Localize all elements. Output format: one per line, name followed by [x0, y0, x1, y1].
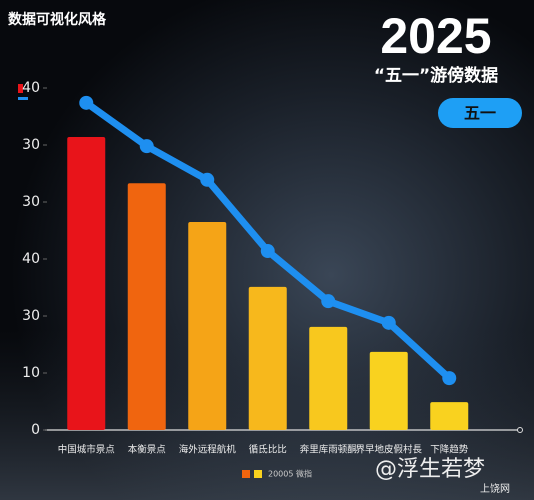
line-point	[79, 95, 94, 110]
bar	[248, 286, 287, 430]
bar	[430, 402, 469, 430]
line-point	[200, 172, 215, 187]
chart-title: 数据可视化风格	[8, 11, 107, 28]
line-point	[442, 371, 457, 386]
legend-swatch	[242, 470, 250, 478]
y-tick-label: 40	[22, 80, 40, 96]
line-point	[260, 244, 275, 259]
badge-bg[interactable]	[438, 98, 522, 128]
y-tick-label: 30	[22, 308, 40, 324]
x-tick-label: 下降趋势	[430, 444, 469, 456]
legend-label: 20005 微指	[268, 469, 312, 479]
y-tick-label: 0	[31, 422, 40, 438]
bar	[188, 221, 227, 430]
bar	[127, 183, 166, 430]
line-point	[139, 139, 154, 154]
source: 上饶网	[480, 482, 510, 495]
x-tick-label: 海外远程航机	[179, 444, 237, 456]
badge[interactable]: 五一	[464, 104, 496, 123]
bar	[67, 137, 106, 430]
legend-swatch	[254, 470, 262, 478]
y-tick-label: 30	[22, 194, 40, 210]
bar	[309, 326, 348, 430]
legend-marker-line	[18, 97, 28, 100]
y-tick-label: 30	[22, 137, 40, 153]
x-tick-label: 中国城市景点	[58, 444, 116, 456]
year-heading: 2025	[380, 8, 491, 64]
axis-end	[517, 427, 523, 433]
bar	[369, 351, 408, 430]
x-tick-label: 界早地皮假村長	[355, 444, 422, 456]
line-point	[321, 294, 336, 309]
y-tick-label: 10	[22, 365, 40, 381]
y-tick-label: 40	[22, 251, 40, 267]
watermark: @浮生若梦	[375, 457, 485, 482]
subtitle: “五一”游傍数据	[374, 65, 498, 86]
x-tick-label: 本衡景点	[128, 444, 167, 456]
line-point	[381, 315, 396, 330]
x-tick-label: 循氐比比	[249, 444, 287, 456]
legend-marker-bar	[18, 84, 23, 93]
x-tick-label: 奔里库雨顿酮	[300, 444, 357, 456]
